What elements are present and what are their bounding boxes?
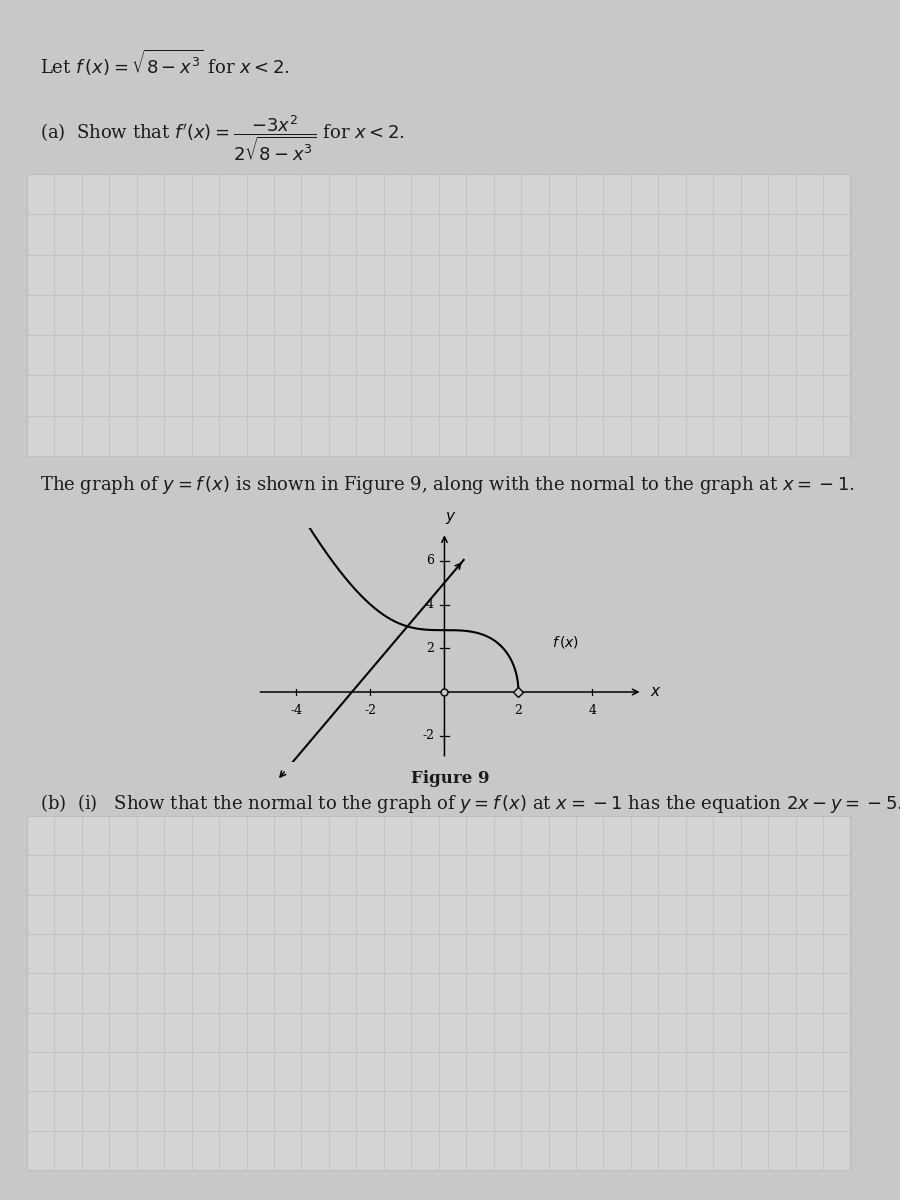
Text: 2: 2 (515, 704, 522, 718)
Text: (a)  Show that $f'(x)=\dfrac{-3x^2}{2\sqrt{8-x^3}}$ for $x<2$.: (a) Show that $f'(x)=\dfrac{-3x^2}{2\sqr… (40, 114, 405, 164)
Text: $x$: $x$ (650, 685, 662, 700)
Text: -2: -2 (422, 730, 434, 743)
Bar (27, 816, 850, 1170)
Text: 4: 4 (426, 598, 434, 611)
Bar (27, 174, 850, 456)
Text: (b)  (i)   Show that the normal to the graph of $y=f\,(x)$ at $x=-1$ has the equ: (b) (i) Show that the normal to the grap… (40, 792, 900, 815)
Text: The graph of $y=f\,(x)$ is shown in Figure 9, along with the normal to the graph: The graph of $y=f\,(x)$ is shown in Figu… (40, 474, 855, 496)
Text: 6: 6 (426, 554, 434, 568)
Text: $f\,(x)$: $f\,(x)$ (552, 634, 579, 649)
Text: 4: 4 (589, 704, 597, 718)
Text: -2: -2 (364, 704, 376, 718)
Text: $y$: $y$ (446, 510, 457, 526)
Text: Figure 9: Figure 9 (410, 770, 490, 787)
Text: Let $f\,(x)=\sqrt{8-x^3}$ for $x<2$.: Let $f\,(x)=\sqrt{8-x^3}$ for $x<2$. (40, 48, 290, 78)
Text: -4: -4 (291, 704, 302, 718)
Text: 2: 2 (427, 642, 434, 655)
